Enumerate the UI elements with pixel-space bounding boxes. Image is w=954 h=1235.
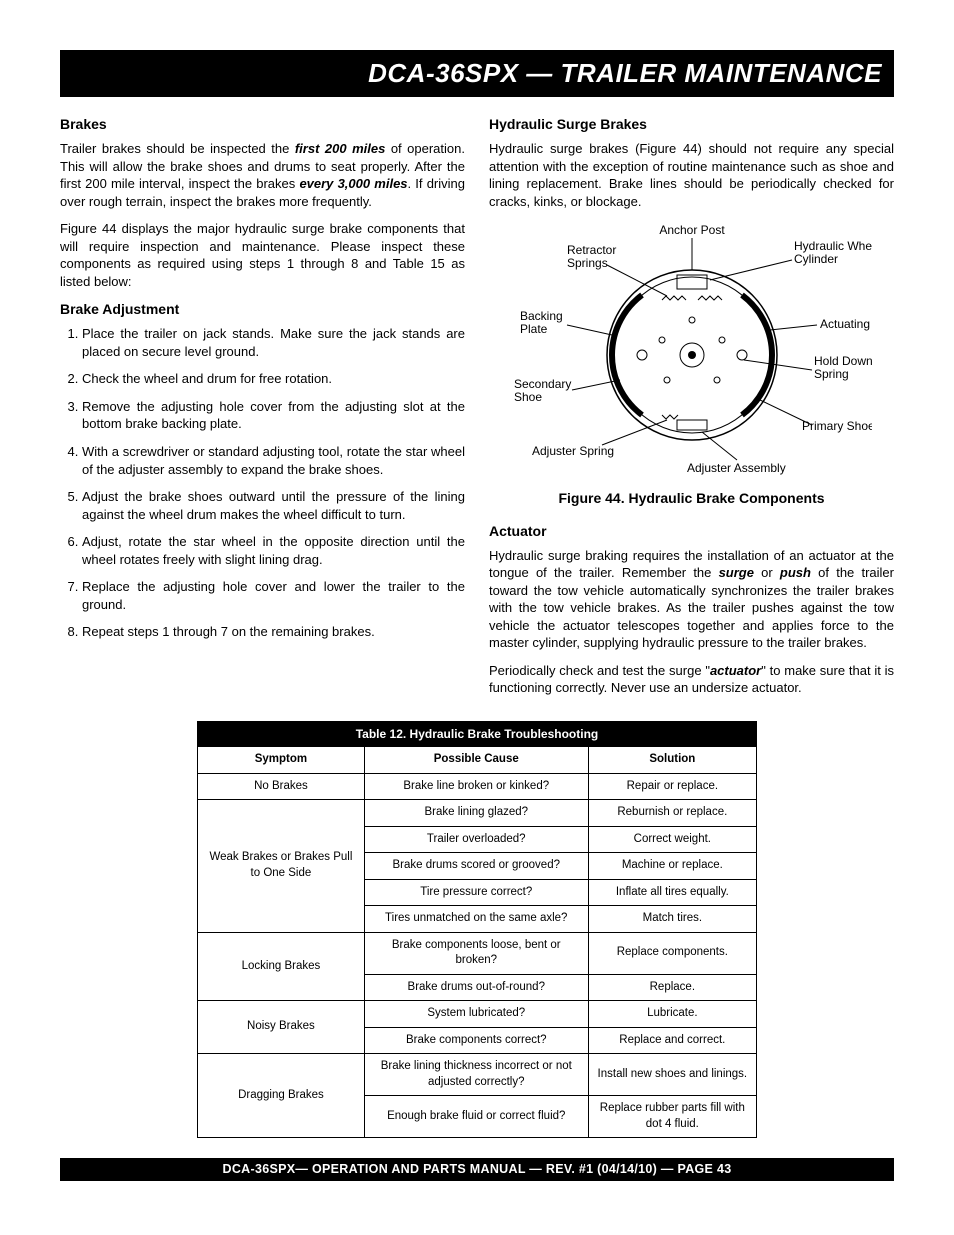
- para-actuator-2: Periodically check and test the surge "a…: [489, 662, 894, 697]
- step-item: Remove the adjusting hole cover from the…: [82, 398, 465, 433]
- table-cell-cause: Tire pressure correct?: [364, 879, 588, 906]
- table-header-row: Symptom Possible Cause Solution: [198, 747, 757, 774]
- step-item: Place the trailer on jack stands. Make s…: [82, 325, 465, 360]
- para-brakes-1: Trailer brakes should be inspected the f…: [60, 140, 465, 210]
- step-item: Adjust, rotate the star wheel in the opp…: [82, 533, 465, 568]
- step-item: Adjust the brake shoes outward until the…: [82, 488, 465, 523]
- step-item: Repeat steps 1 through 7 on the remainin…: [82, 623, 465, 641]
- table-cell-solution: Replace rubber parts fill with dot 4 flu…: [588, 1096, 756, 1138]
- table-cell-cause: Brake lining glazed?: [364, 800, 588, 827]
- brake-diagram-svg: Anchor Post Retractor Springs Hydraulic …: [512, 220, 872, 480]
- table-cell-solution: Replace.: [588, 974, 756, 1001]
- table-cell-solution: Replace components.: [588, 932, 756, 974]
- table-cell-symptom: Locking Brakes: [198, 932, 365, 1001]
- table-row: Weak Brakes or Brakes Pull to One SideBr…: [198, 800, 757, 827]
- table-cell-solution: Reburnish or replace.: [588, 800, 756, 827]
- content-columns: Brakes Trailer brakes should be inspecte…: [60, 115, 894, 707]
- label-adjuster-assembly: Adjuster Assembly: [687, 461, 786, 475]
- table-row: Dragging BrakesBrake lining thickness in…: [198, 1054, 757, 1096]
- label-actuating-pin: Actuating Pin: [820, 317, 872, 331]
- label-adjuster-spring: Adjuster Spring: [532, 444, 614, 458]
- table-header: Possible Cause: [364, 747, 588, 774]
- table-cell-solution: Replace and correct.: [588, 1027, 756, 1054]
- label-backing-2: Plate: [520, 322, 548, 336]
- text-emph: actuator: [710, 663, 761, 678]
- table-cell-cause: Brake drums out-of-round?: [364, 974, 588, 1001]
- label-secondary-2: Shoe: [514, 390, 542, 404]
- table-row: No BrakesBrake line broken or kinked?Rep…: [198, 773, 757, 800]
- table-cell-solution: Lubricate.: [588, 1001, 756, 1028]
- table-cell-symptom: Weak Brakes or Brakes Pull to One Side: [198, 800, 365, 933]
- table-cell-solution: Correct weight.: [588, 826, 756, 853]
- table-cell-symptom: Noisy Brakes: [198, 1001, 365, 1054]
- table-row: Locking BrakesBrake components loose, be…: [198, 932, 757, 974]
- left-column: Brakes Trailer brakes should be inspecte…: [60, 115, 465, 707]
- text-emph: push: [780, 565, 811, 580]
- table-cell-solution: Repair or replace.: [588, 773, 756, 800]
- text-emph: first 200 miles: [295, 141, 385, 156]
- para-brakes-2: Figure 44 displays the major hydraulic s…: [60, 220, 465, 290]
- table-cell-cause: Brake components correct?: [364, 1027, 588, 1054]
- heading-brake-adjustment: Brake Adjustment: [60, 300, 465, 319]
- text-emph: every 3,000 miles: [299, 176, 407, 191]
- label-backing-1: Backing: [520, 309, 563, 323]
- step-item: With a screwdriver or standard adjusting…: [82, 443, 465, 478]
- table-row: Noisy BrakesSystem lubricated?Lubricate.: [198, 1001, 757, 1028]
- table-cell-cause: Brake line broken or kinked?: [364, 773, 588, 800]
- table-cell-cause: Brake components loose, bent or broken?: [364, 932, 588, 974]
- table-cell-solution: Match tires.: [588, 906, 756, 933]
- figure-44: Anchor Post Retractor Springs Hydraulic …: [489, 220, 894, 507]
- label-retractor-springs-2: Springs: [567, 256, 608, 270]
- table-cell-cause: System lubricated?: [364, 1001, 588, 1028]
- table-cell-cause: Trailer overloaded?: [364, 826, 588, 853]
- page-title-bar: DCA-36SPX — TRAILER MAINTENANCE: [60, 50, 894, 97]
- label-hwc-1: Hydraulic Wheel: [794, 239, 872, 253]
- figure-44-caption: Figure 44. Hydraulic Brake Components: [489, 489, 894, 508]
- brake-adjustment-steps: Place the trailer on jack stands. Make s…: [60, 325, 465, 641]
- heading-hydraulic-surge-brakes: Hydraulic Surge Brakes: [489, 115, 894, 134]
- heading-brakes: Brakes: [60, 115, 465, 134]
- label-secondary-1: Secondary: [514, 377, 571, 391]
- step-item: Check the wheel and drum for free rotati…: [82, 370, 465, 388]
- page-footer: DCA-36SPX— OPERATION AND PARTS MANUAL — …: [60, 1158, 894, 1181]
- table-cell-solution: Machine or replace.: [588, 853, 756, 880]
- label-holddown-2: Spring: [814, 367, 849, 381]
- table-title: Table 12. Hydraulic Brake Troubleshootin…: [198, 721, 757, 746]
- right-column: Hydraulic Surge Brakes Hydraulic surge b…: [489, 115, 894, 707]
- table-cell-symptom: No Brakes: [198, 773, 365, 800]
- label-retractor-springs: Retractor: [567, 243, 616, 257]
- step-item: Replace the adjusting hole cover and low…: [82, 578, 465, 613]
- table-cell-solution: Install new shoes and linings.: [588, 1054, 756, 1096]
- table-header: Solution: [588, 747, 756, 774]
- table-cell-cause: Brake drums scored or grooved?: [364, 853, 588, 880]
- label-anchor-post: Anchor Post: [659, 223, 725, 237]
- text: or: [754, 565, 780, 580]
- troubleshooting-table: Table 12. Hydraulic Brake Troubleshootin…: [197, 721, 757, 1138]
- para-actuator-1: Hydraulic surge braking requires the ins…: [489, 547, 894, 652]
- label-hwc-2: Cylinder: [794, 252, 838, 266]
- table-cell-cause: Brake lining thickness incorrect or not …: [364, 1054, 588, 1096]
- text: Trailer brakes should be inspected the: [60, 141, 295, 156]
- label-primary-shoe: Primary Shoe: [802, 419, 872, 433]
- text-emph: surge: [719, 565, 754, 580]
- table-cell-solution: Inflate all tires equally.: [588, 879, 756, 906]
- heading-actuator: Actuator: [489, 522, 894, 541]
- para-hsb-1: Hydraulic surge brakes (Figure 44) shoul…: [489, 140, 894, 210]
- label-holddown-1: Hold Down: [814, 354, 872, 368]
- table-cell-symptom: Dragging Brakes: [198, 1054, 365, 1138]
- table-cell-cause: Enough brake fluid or correct fluid?: [364, 1096, 588, 1138]
- table-header: Symptom: [198, 747, 365, 774]
- table-cell-cause: Tires unmatched on the same axle?: [364, 906, 588, 933]
- text: Periodically check and test the surge ": [489, 663, 710, 678]
